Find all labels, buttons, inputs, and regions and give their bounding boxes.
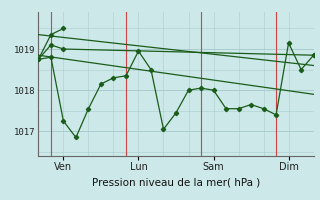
X-axis label: Pression niveau de la mer( hPa ): Pression niveau de la mer( hPa ) (92, 177, 260, 187)
